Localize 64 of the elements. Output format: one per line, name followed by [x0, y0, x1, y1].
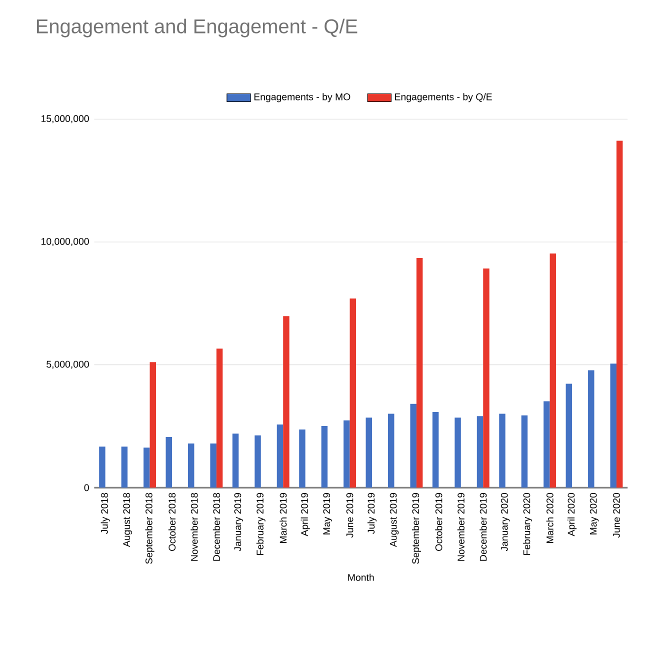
bar	[232, 434, 239, 488]
bar	[283, 316, 290, 488]
bar	[616, 140, 623, 488]
bar	[521, 415, 528, 488]
y-tick-label: 5,000,000	[46, 360, 89, 369]
x-tick-label: July 2019	[368, 493, 377, 534]
bar	[344, 420, 350, 488]
x-tick-label: January 2020	[500, 492, 510, 552]
x-tick-label: December 2018	[212, 493, 220, 561]
bar	[299, 429, 306, 488]
bar	[566, 384, 572, 488]
bar	[410, 404, 416, 488]
bar	[499, 414, 506, 488]
x-tick-label: February 2020	[523, 492, 532, 555]
legend-label: Engagements - by MO	[254, 93, 350, 102]
bar	[350, 298, 356, 488]
x-tick-label: May 2019	[323, 493, 332, 534]
x-tick-label: May 2020	[590, 492, 599, 534]
bar	[121, 446, 128, 488]
x-tick-label: April 2020	[568, 492, 577, 536]
bar	[144, 448, 150, 488]
x-tick-label: August 2018	[123, 492, 132, 547]
x-tick-label: July 2018	[100, 492, 110, 534]
bar	[366, 418, 372, 488]
bar	[483, 268, 490, 488]
bar	[432, 412, 439, 488]
bar	[610, 364, 616, 488]
y-tick-label: 15,000,000	[42, 115, 89, 124]
x-tick-label: August 2019	[390, 493, 399, 547]
x-tick-label: June 2019	[346, 493, 354, 538]
x-tick-label: June 2020	[613, 492, 620, 538]
bar	[99, 446, 106, 488]
x-tick-label: September 2019	[412, 493, 421, 564]
bar	[188, 443, 194, 488]
x-tick-label: November 2019	[457, 493, 464, 561]
bar	[166, 437, 172, 488]
x-tick-label: October 2019	[435, 493, 442, 551]
bar	[216, 348, 223, 488]
x-tick-label: September 2018	[145, 493, 154, 564]
bar	[588, 370, 594, 488]
y-tick-label: 10,000,000	[42, 238, 89, 246]
bar	[210, 443, 216, 488]
x-tick-label: April 2019	[300, 493, 310, 536]
legend-label: Engagements - by Q/E	[395, 93, 492, 102]
bar	[476, 416, 484, 488]
bar	[321, 426, 328, 488]
bar	[454, 418, 461, 488]
x-tick-label: January 2019	[234, 493, 244, 552]
bar	[388, 414, 394, 488]
x-tick-label: November 2018	[190, 493, 198, 561]
x-tick-label: December 2019	[480, 493, 487, 561]
x-axis-title: Month	[348, 574, 374, 581]
bar	[416, 258, 423, 488]
x-tick-label: February 2019	[256, 493, 266, 555]
bar	[276, 424, 284, 488]
x-tick-label: March 2019	[280, 493, 287, 543]
bar	[544, 401, 550, 488]
bar	[550, 254, 556, 488]
x-tick-label: October 2018	[168, 492, 176, 551]
x-tick-label: March 2020	[546, 492, 554, 543]
bar	[150, 362, 156, 488]
bar	[254, 435, 261, 488]
chart-title: Engagement and Engagement - Q/E	[37, 18, 358, 38]
y-tick-label: 0	[84, 484, 89, 492]
